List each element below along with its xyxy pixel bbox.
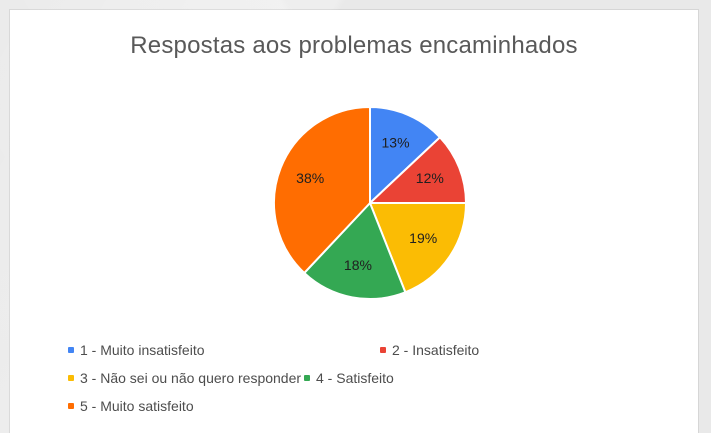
pie-slice-2: [367, 135, 468, 204]
legend-item-satisfeito: 4 - Satisfeito: [304, 370, 394, 386]
chart-card: Respostas aos problemas encaminhados 13%…: [10, 10, 698, 433]
chart-legend: 1 - Muito insatisfeito 2 - Insatisfeito …: [68, 342, 668, 432]
pie-slice-label-4: 18%: [344, 257, 372, 273]
pie-slice-label-2: 12%: [416, 170, 444, 186]
pie-chart: 13% 12% 19% 18% 38%: [273, 105, 468, 300]
legend-swatch: [380, 347, 386, 353]
pie-labels: 13% 12% 19% 18% 38%: [296, 135, 444, 273]
legend-swatch: [304, 375, 310, 381]
legend-label: 1 - Muito insatisfeito: [80, 342, 205, 358]
pie-slice-label-5: 38%: [296, 170, 324, 186]
pie-slice-label-1: 13%: [382, 135, 410, 151]
pie-slices: [273, 105, 468, 300]
pie-slice-1: [369, 105, 442, 206]
legend-item-nao-sei: 3 - Não sei ou não quero responder: [68, 370, 301, 386]
legend-item-muito-satisfeito: 5 - Muito satisfeito: [68, 398, 194, 414]
legend-swatch: [68, 347, 74, 353]
pie-slice-3: [368, 202, 468, 294]
pie-slice-4: [302, 201, 407, 300]
legend-label: 2 - Insatisfeito: [392, 342, 480, 358]
pie-slice-5: [273, 105, 371, 275]
legend-label: 5 - Muito satisfeito: [80, 398, 194, 414]
legend-item-muito-insatisfeito: 1 - Muito insatisfeito: [68, 342, 205, 358]
pie-slice-label-3: 19%: [409, 230, 437, 246]
legend-label: 3 - Não sei ou não quero responder: [80, 370, 302, 386]
legend-item-insatisfeito: 2 - Insatisfeito: [380, 342, 479, 358]
chart-title: Respostas aos problemas encaminhados: [130, 32, 578, 59]
legend-swatch: [68, 375, 74, 381]
legend-label: 4 - Satisfeito: [316, 370, 394, 386]
legend-swatch: [68, 403, 74, 409]
